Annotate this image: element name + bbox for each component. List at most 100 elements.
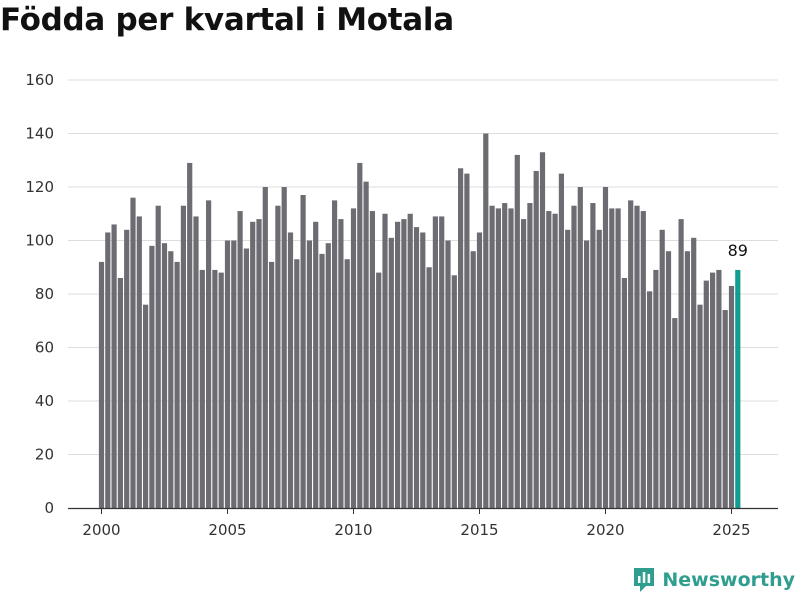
bar: [313, 221, 319, 508]
bar: [439, 216, 445, 509]
bar: [615, 208, 621, 508]
bar: [697, 304, 703, 508]
bar: [350, 208, 357, 508]
bar: [193, 216, 199, 509]
bar: [483, 133, 489, 508]
bar: [445, 240, 451, 508]
bar: [300, 195, 306, 508]
y-tick-label: 140: [25, 125, 54, 143]
bar: [432, 216, 438, 509]
bar: [584, 240, 590, 508]
bar: [237, 211, 243, 508]
bar: [319, 253, 325, 508]
bar: [710, 272, 716, 508]
bar: [136, 216, 142, 509]
bar: [149, 245, 155, 508]
data-label: 89: [728, 241, 748, 260]
bar: [363, 181, 369, 508]
bar: [691, 237, 697, 508]
bar: [590, 203, 596, 509]
y-axis-labels: 0 20 40 60 80 100 120 140 160: [25, 71, 54, 517]
bar: [332, 200, 338, 508]
bar: [344, 259, 350, 508]
y-tick-label: 40: [35, 392, 54, 410]
bar: [420, 232, 426, 508]
bar: [256, 219, 262, 508]
bar: [199, 269, 205, 508]
x-tick-label: 2000: [82, 521, 120, 539]
bar: [269, 261, 275, 508]
bar: [369, 211, 375, 508]
y-tick-label: 100: [25, 232, 54, 250]
bar: [672, 318, 678, 508]
bar: [382, 213, 388, 508]
y-tick-label: 120: [25, 178, 54, 196]
annotations: 89: [728, 241, 748, 260]
bar: [155, 205, 161, 508]
bar: [659, 229, 665, 509]
bar: [407, 213, 413, 508]
chart-title: Födda per kvartal i Motala: [0, 2, 454, 38]
bar: [117, 277, 123, 508]
bar: [577, 187, 583, 508]
bar: [451, 275, 457, 508]
bar: [376, 272, 382, 508]
x-tick-label: 2025: [712, 521, 750, 539]
bar: [281, 187, 287, 508]
bar: [250, 221, 256, 508]
bar: [533, 170, 539, 508]
brand-name: Newsworthy: [662, 569, 795, 591]
bar: [521, 219, 527, 508]
newsworthy-logo[interactable]: Newsworthy: [632, 566, 795, 594]
bar: [571, 205, 577, 508]
x-tick-label: 2020: [586, 521, 624, 539]
bars: [98, 133, 741, 509]
bar: [161, 243, 168, 509]
y-tick-label: 20: [35, 446, 54, 464]
bar: [174, 261, 180, 508]
bar: [495, 208, 501, 508]
bar: [294, 259, 300, 508]
bar: [262, 187, 268, 508]
bar: [476, 232, 483, 508]
x-axis: 2000 2005 2010 2015 2020 2025: [68, 507, 778, 539]
bar: [609, 208, 615, 508]
bar: [565, 229, 571, 509]
bar: [325, 243, 331, 509]
bar: [728, 285, 735, 508]
bar: [212, 269, 218, 508]
bar: [124, 229, 130, 509]
bar: [527, 203, 533, 509]
newsworthy-icon: [634, 568, 655, 592]
bar: [275, 205, 281, 508]
bar: [552, 213, 558, 508]
bar: [489, 205, 495, 508]
bar: [653, 269, 659, 508]
bar: [640, 211, 646, 508]
bar: [508, 208, 514, 508]
bar: [224, 240, 231, 508]
bar: [218, 272, 224, 508]
y-tick-label: 0: [44, 499, 54, 517]
x-tick-label: 2005: [208, 521, 246, 539]
bar: [722, 310, 728, 508]
bar: [665, 251, 672, 508]
bar: [539, 152, 546, 508]
y-tick-label: 160: [25, 71, 54, 89]
bar: [647, 291, 653, 508]
bar: [458, 168, 464, 508]
bar: [413, 227, 420, 508]
bar: [338, 219, 344, 508]
bar: [514, 154, 520, 508]
bar: [105, 232, 111, 508]
bar: [470, 251, 476, 508]
bar: [357, 162, 363, 509]
bar: [243, 248, 249, 508]
bar: [287, 232, 294, 508]
bar: [596, 229, 602, 509]
bar: [464, 173, 470, 508]
bar: [130, 197, 136, 508]
x-tick-label: 2015: [460, 521, 498, 539]
bar: [401, 219, 407, 508]
